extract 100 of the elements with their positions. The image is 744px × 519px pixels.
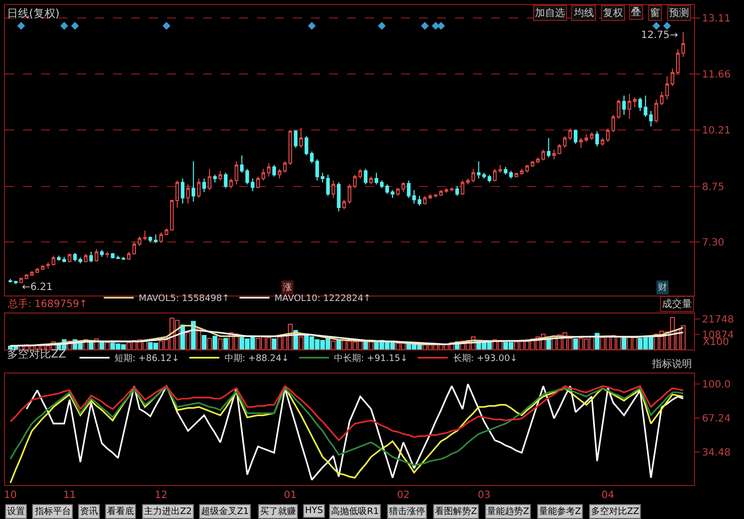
candlestick (89, 251, 93, 263)
candlestick (654, 98, 658, 124)
y-tick-label: 67.24 (702, 414, 731, 425)
y-axis-title: X100 (703, 337, 729, 348)
bar (622, 336, 626, 350)
bar (207, 338, 212, 350)
candlestick (358, 168, 362, 180)
text: 买了就赚 (260, 506, 296, 517)
x-tick-label: 10 (4, 490, 17, 501)
candlestick (660, 91, 664, 106)
annotation: 复权 (603, 7, 623, 19)
candlestick (154, 234, 158, 244)
legend-label: MAVOL5: 1558498↑ (138, 294, 230, 304)
candlestick (428, 193, 432, 200)
candlestick (186, 184, 190, 204)
candlestick (288, 130, 292, 166)
text: 量能趋势Z (487, 506, 530, 517)
annotation: 预测 (669, 7, 689, 19)
legend-label: 中期: +88.24↓ (224, 353, 290, 364)
candlestick (208, 168, 212, 191)
text: 指标说明 (651, 358, 692, 370)
candlestick (380, 180, 384, 189)
text: 总手: 1689759↑ (7, 298, 88, 310)
y-tick-label: 21748 (702, 314, 734, 326)
line-series (10, 385, 684, 442)
bar (223, 338, 228, 350)
text: HYS (305, 506, 324, 516)
candlestick (450, 186, 454, 192)
bar (218, 338, 223, 350)
candlestick (568, 128, 572, 140)
annotation: 12.75→ (641, 30, 678, 41)
candlestick (62, 256, 66, 263)
candlestick (180, 178, 184, 204)
candlestick (35, 268, 40, 274)
candlestick (423, 195, 427, 205)
candlestick (520, 168, 524, 176)
y-tick-label: 7.30 (702, 238, 724, 249)
candlestick (299, 128, 303, 148)
candlestick (332, 180, 336, 198)
text: 设置 (7, 506, 25, 517)
candlestick (514, 172, 518, 178)
candlestick (611, 114, 616, 133)
candlestick (213, 174, 217, 183)
y-tick-label: 11.66 (702, 70, 731, 81)
candlestick (541, 149, 546, 161)
x-tick-label: 11 (63, 490, 76, 501)
candlestick (546, 138, 550, 158)
x-tick-label: 03 (478, 490, 490, 501)
y-tick-label: 100.0 (702, 380, 731, 391)
candlestick (471, 168, 476, 183)
legend-title: 多空对比ZZ (7, 348, 67, 360)
candlestick (498, 164, 502, 174)
text: 猎击涨停 (389, 506, 425, 517)
bar (212, 336, 218, 350)
annotation: 财 (658, 282, 667, 293)
annotation: 叠 (631, 7, 641, 18)
candlestick (476, 160, 481, 180)
candlestick (315, 158, 320, 181)
candlestick (616, 98, 620, 120)
chart-title: 日线(复权) (7, 7, 60, 20)
bar (272, 338, 277, 350)
text: 主力进出Z2 (144, 506, 192, 517)
y-tick-label: 8.75 (702, 182, 724, 193)
candlestick (364, 168, 368, 185)
candlestick (595, 130, 599, 148)
candlestick (218, 170, 222, 181)
candlestick (272, 164, 276, 178)
candlestick (57, 255, 61, 262)
text: 高抛低吸R1 (331, 506, 379, 517)
text: 成交量 (662, 298, 692, 310)
annotation: 加自选 (535, 7, 565, 19)
candlestick (574, 129, 578, 144)
bar (573, 338, 578, 350)
bar (202, 335, 207, 350)
legend-label: 中长期: +91.15↓ (334, 353, 408, 364)
candlestick (94, 248, 98, 262)
candlestick (175, 180, 180, 208)
candlestick (196, 178, 201, 198)
candlestick (628, 93, 632, 120)
x-tick-label: 04 (602, 490, 614, 501)
text: 多空对比ZZ (591, 506, 640, 517)
line-series (10, 329, 684, 347)
candlestick (632, 97, 637, 108)
y-tick-label: 34.48 (702, 448, 731, 459)
candlestick (622, 95, 626, 116)
legend-label: 短期: +86.12↓ (114, 353, 180, 364)
x-tick-label: 02 (396, 490, 410, 501)
candlestick (374, 172, 378, 185)
legend-label: MAVOL10: 1222824↑ (274, 294, 371, 304)
candlestick (266, 162, 271, 178)
candlestick (590, 132, 594, 140)
legend-label: 长期: +93.00↓ (452, 353, 518, 364)
bar (330, 340, 336, 350)
candlestick (224, 172, 228, 189)
annotation: ←6.21 (22, 282, 53, 293)
candlestick (192, 160, 196, 202)
candlestick (240, 154, 244, 174)
text: 量能参考Z (539, 506, 582, 517)
x-tick-label: 12 (154, 490, 168, 501)
candlestick (148, 236, 152, 243)
